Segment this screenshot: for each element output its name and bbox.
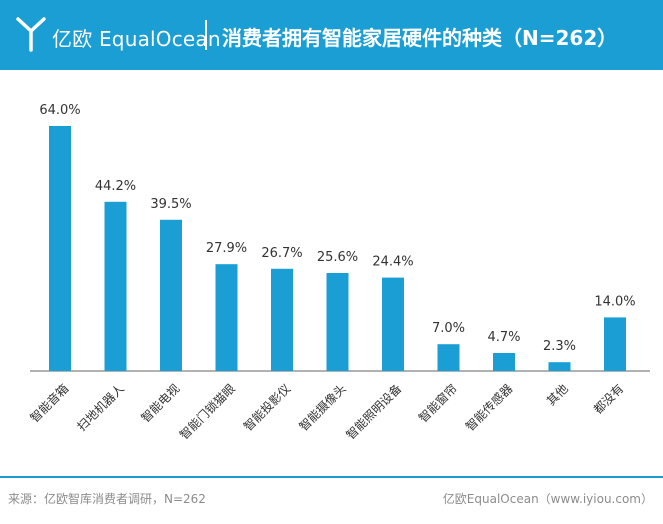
bar [548,362,571,371]
x-tick-label: 智能照明设备 [343,381,405,443]
bar [49,126,71,371]
bar [271,268,293,371]
x-tick-label: 其他 [544,381,571,408]
data-label: 14.0% [594,294,635,309]
data-label: 25.6% [317,250,358,265]
data-label: 44.2% [95,179,136,194]
header-divider [205,20,207,50]
bar [160,219,182,371]
data-label: 2.3% [543,339,576,354]
x-tick-label: 智能门锁猫眼 [176,381,238,443]
data-label: 7.0% [432,321,465,336]
brand-text: 亿欧 EqualOcean [52,27,221,51]
bar [493,353,515,371]
bar [326,273,349,371]
chart-title: 消费者拥有智能家居硬件的种类（N=262） [222,26,618,50]
data-label: 24.4% [372,255,413,270]
data-label: 26.7% [261,246,302,261]
footer-source: 来源：亿欧智库消费者调研，N=262 [8,492,206,506]
x-tick-label: 智能窗帘 [415,381,460,426]
data-label: 39.5% [150,197,191,212]
bar [215,264,238,371]
x-tick-label: 智能投影仪 [240,381,293,434]
x-tick-label: 智能电视 [138,381,183,426]
x-tick-label: 扫地机器人 [75,381,127,433]
x-tick-label: 智能传感器 [462,381,515,434]
equalocean-logo-icon [16,17,46,52]
bar [437,344,460,371]
header-band: 亿欧 EqualOcean 消费者拥有智能家居硬件的种类（N=262） [0,0,663,70]
x-tick-label: 都没有 [590,381,626,417]
data-label: 27.9% [206,241,247,256]
x-tick-label: 智能摄像头 [296,381,349,434]
bar [382,277,404,371]
footer-rule [0,476,663,478]
bar [104,201,127,371]
data-label: 4.7% [487,330,520,345]
footer-brand: 亿欧EqualOcean（www.iyiou.com） [442,492,653,506]
data-label: 64.0% [39,103,80,118]
bar-chart: 64.0% 智能音箱 44.2% 扫地机器人 39.5% 智能电视 27.9% 智能门锁猫眼 2… [27,103,650,443]
x-tick-label: 智能音箱 [27,381,72,426]
bar [604,317,626,371]
